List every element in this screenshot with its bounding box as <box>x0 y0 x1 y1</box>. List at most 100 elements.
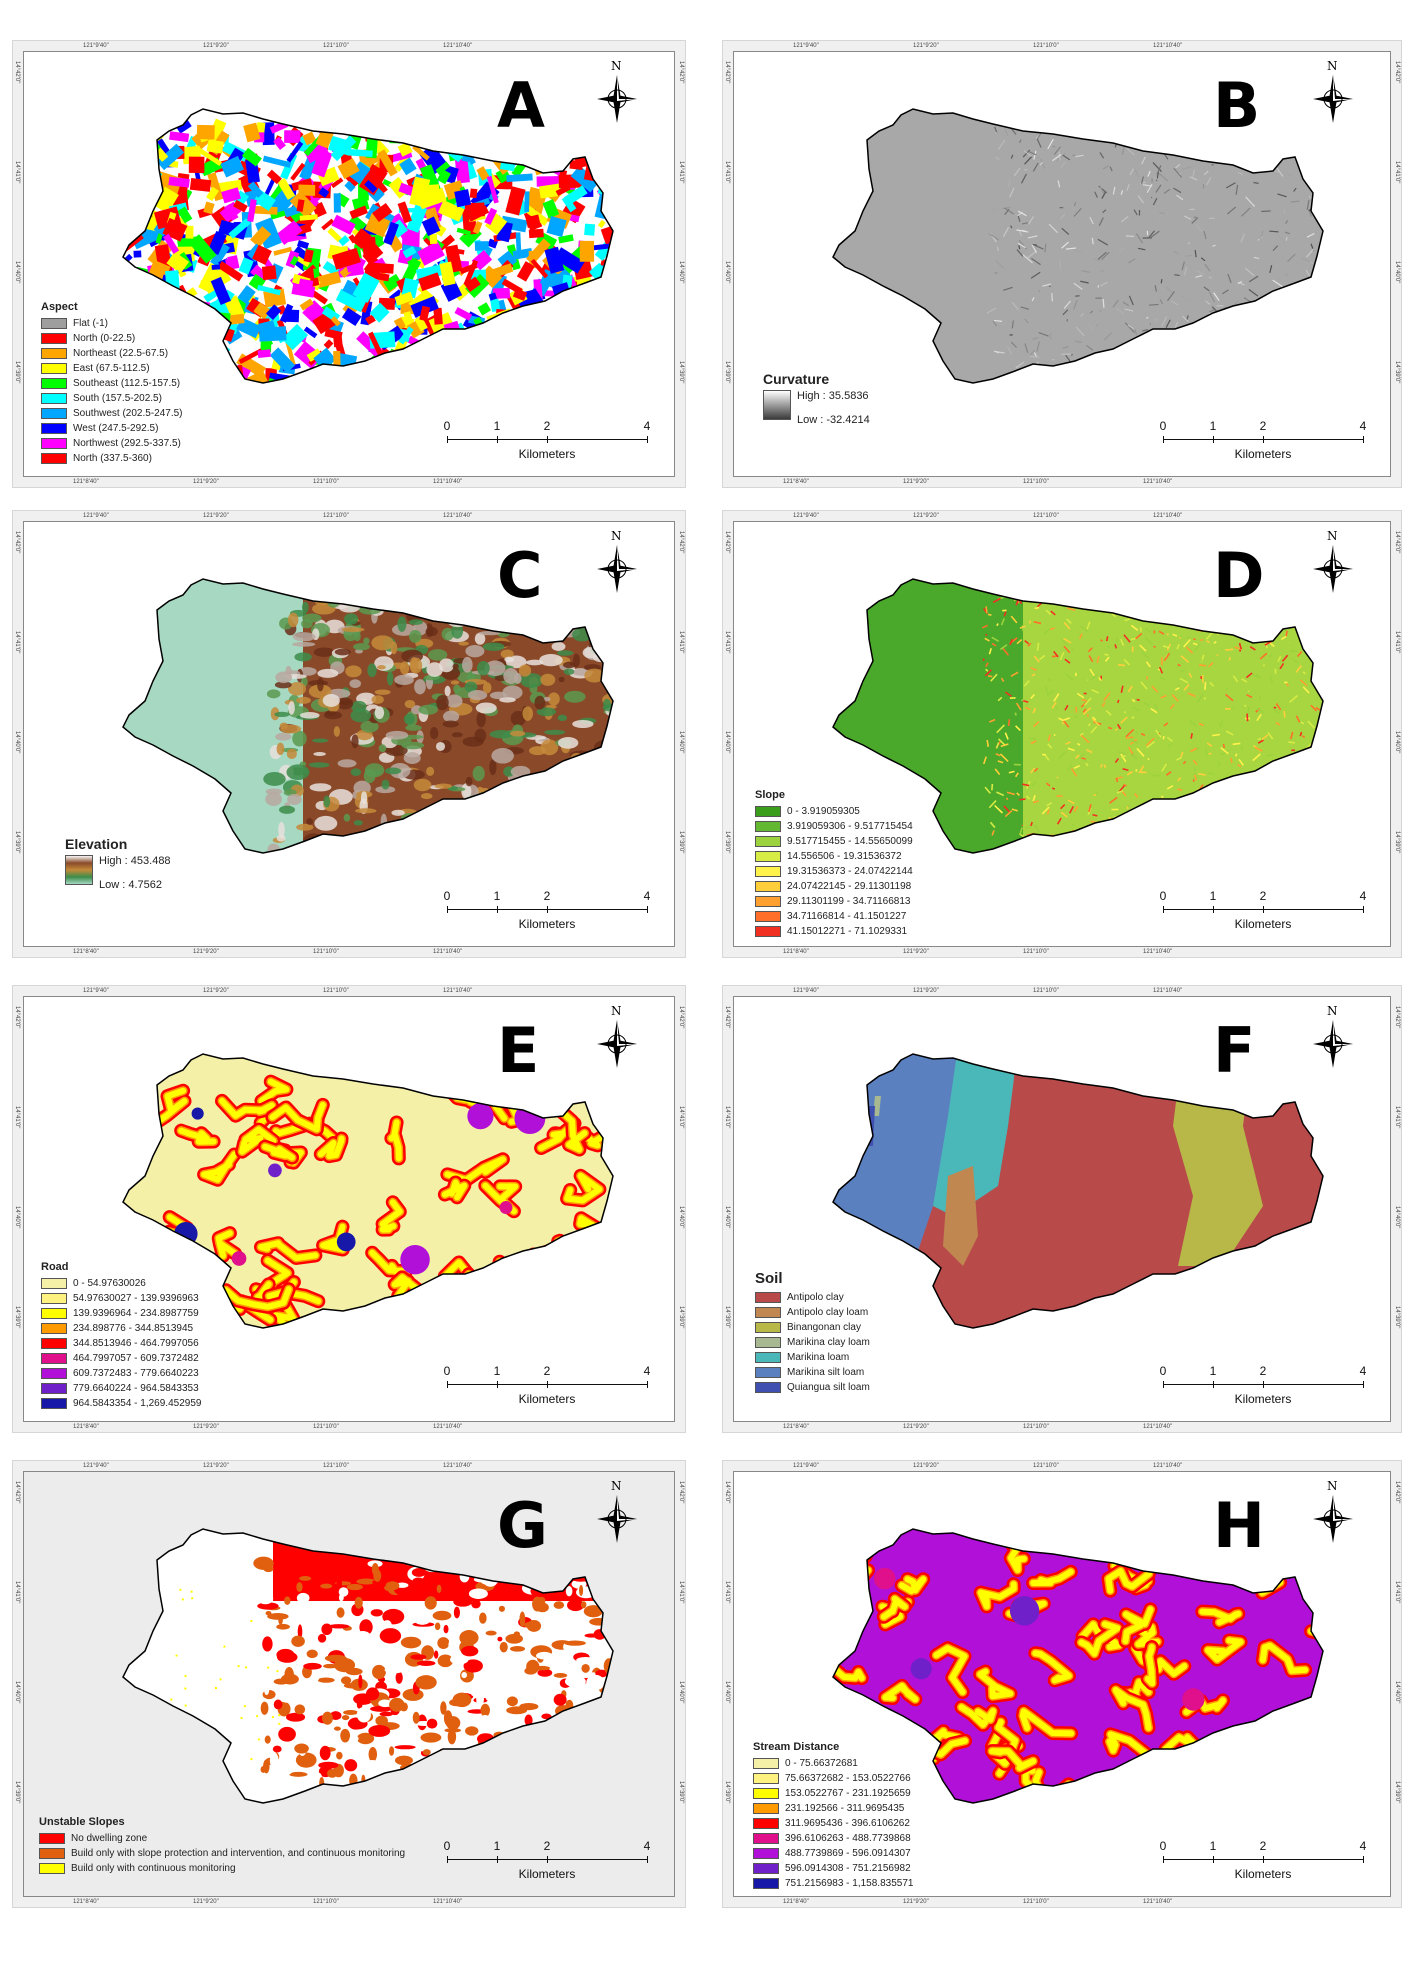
latitude-label-left: 14°39'0" <box>724 831 730 854</box>
longitude-label-bottom: 121°9'20" <box>903 1899 929 1905</box>
slope-raster-stroke <box>1093 793 1097 796</box>
elevation-raster-cell <box>450 821 465 829</box>
slope-raster-stroke <box>1079 633 1083 640</box>
curvature-hillshade-stroke <box>1227 273 1232 284</box>
curvature-hillshade-stroke <box>1142 329 1149 332</box>
slope-raster-stroke <box>1145 819 1152 823</box>
slope-raster-stroke <box>1130 637 1136 641</box>
elevation-raster-cell <box>397 593 418 602</box>
elevation-raster-cell <box>421 840 428 853</box>
unstable-slope-cell <box>519 1611 526 1628</box>
aspect-raster-cell <box>408 370 422 383</box>
elevation-raster-cell <box>398 846 418 852</box>
elevation-raster-cell <box>481 819 500 830</box>
curvature-hillshade-stroke <box>1144 357 1153 365</box>
aspect-raster-cell <box>594 240 613 261</box>
slope-raster-stroke <box>1185 849 1190 853</box>
slope-raster-stroke <box>1103 764 1107 769</box>
slope-raster-stroke <box>1000 677 1005 682</box>
slope-raster-stroke <box>1169 809 1173 816</box>
unstable-slope-cell <box>395 1671 403 1684</box>
elevation-raster-cell <box>489 790 499 805</box>
slope-raster-stroke <box>1285 842 1292 847</box>
buffer-band <box>500 1281 531 1316</box>
unstable-slope-cell <box>385 1581 400 1591</box>
curvature-hillshade-stroke <box>1022 254 1033 264</box>
aspect-raster-cell <box>415 184 440 194</box>
slope-raster-stroke <box>1160 694 1167 699</box>
scale-tick <box>1363 436 1364 443</box>
curvature-hillshade-stroke <box>1098 217 1104 226</box>
aspect-raster-cell <box>464 202 485 217</box>
curvature-hillshade-stroke <box>1205 144 1210 152</box>
latitude-label-right: 14°42'0" <box>1394 531 1400 554</box>
curvature-hillshade-stroke <box>1195 274 1203 278</box>
curvature-hillshade-stroke <box>1225 182 1236 189</box>
slope-raster-stroke <box>1214 820 1219 827</box>
curvature-hillshade-stroke <box>1094 357 1100 365</box>
elevation-raster-cell <box>528 746 547 756</box>
slope-raster-stroke <box>991 830 995 836</box>
slope-raster-stroke <box>1310 759 1318 766</box>
elevation-raster-cell <box>477 660 490 676</box>
curvature-hillshade-stroke <box>1024 343 1029 353</box>
aspect-raster-cell <box>188 361 207 380</box>
slope-raster-stroke <box>996 623 999 627</box>
unstable-slope-cell <box>459 1630 479 1646</box>
slope-raster-stroke <box>1134 792 1139 798</box>
aspect-raster-cell <box>506 173 533 183</box>
aspect-raster-cell <box>619 155 630 173</box>
scale-tick-label: 1 <box>493 1364 501 1378</box>
latitude-label-left: 14°39'0" <box>724 1781 730 1804</box>
curvature-hillshade-stroke <box>1080 280 1089 284</box>
legend-swatch <box>755 1337 781 1348</box>
curvature-hillshade-stroke <box>1124 308 1134 312</box>
buffer-band <box>1022 1767 1045 1798</box>
slope-raster-stroke <box>1117 699 1120 704</box>
slope-raster-stroke <box>1167 742 1173 748</box>
slope-raster-stroke <box>1004 810 1013 818</box>
elevation-raster-cell <box>334 648 351 656</box>
elevation-raster-cell <box>351 734 359 749</box>
buffer-band <box>575 1287 613 1317</box>
aspect-raster-cell <box>600 263 613 284</box>
curvature-hillshade-stroke <box>1274 339 1284 348</box>
aspect-raster-cell <box>123 189 142 209</box>
legend-title: Aspect <box>41 301 78 313</box>
slope-raster-stroke <box>1202 839 1211 844</box>
unstable-slope-cell <box>286 1712 306 1722</box>
slope-raster-stroke <box>1278 623 1283 629</box>
aspect-raster-cell <box>273 246 293 256</box>
legend-item: Northeast (22.5-67.5) <box>41 346 183 361</box>
buffer-band <box>532 1070 602 1101</box>
curvature-hillshade-stroke <box>1149 303 1159 306</box>
map-canvas <box>122 108 630 384</box>
aspect-raster-cell <box>545 342 558 364</box>
unstable-slope-cell <box>344 1759 358 1772</box>
slope-raster-stroke <box>1258 695 1262 699</box>
buffer-band <box>603 1191 613 1249</box>
slope-raster-stroke <box>1193 772 1197 776</box>
aspect-raster-cell <box>560 329 585 354</box>
aspect-raster-cell <box>536 374 551 383</box>
panel-letter: G <box>497 1489 548 1562</box>
scale-tick-label: 4 <box>643 419 651 433</box>
curvature-hillshade-stroke <box>1167 146 1170 155</box>
elevation-raster-cell <box>585 802 606 817</box>
scale-line <box>1163 439 1363 440</box>
curvature-hillshade-stroke <box>1248 349 1251 360</box>
unstable-slope-cell <box>602 1705 613 1714</box>
unstable-slope-cell <box>549 1766 564 1773</box>
monitoring-zone-cell <box>190 1590 193 1593</box>
latitude-label-right: 14°41'0" <box>678 1581 684 1604</box>
slope-raster-stroke <box>1193 767 1197 772</box>
legend-swatch <box>755 1292 781 1303</box>
buffer-far-zone <box>400 1244 430 1275</box>
curvature-hillshade-stroke <box>1073 202 1077 207</box>
elevation-raster-cell <box>510 710 526 726</box>
elevation-raster-cell <box>557 737 579 749</box>
unstable-slope-cell <box>306 1649 318 1659</box>
elevation-raster-cell <box>457 816 473 830</box>
municipality-boundary <box>122 578 614 854</box>
slope-raster-stroke <box>1053 693 1060 702</box>
